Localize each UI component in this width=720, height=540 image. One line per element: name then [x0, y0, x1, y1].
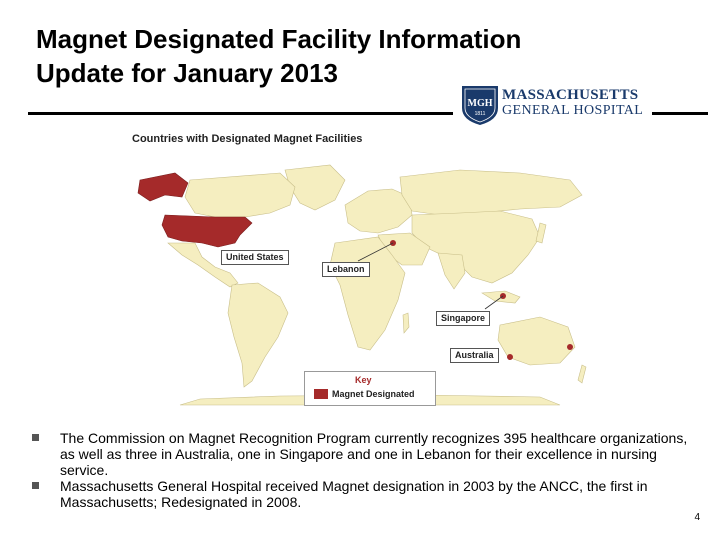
title-rule-left: [28, 112, 453, 115]
canada: [184, 172, 296, 218]
india: [437, 252, 466, 290]
title-rule-right: [652, 112, 708, 115]
madagascar: [402, 312, 410, 334]
bullet-item-1: The Commission on Magnet Recognition Pro…: [32, 430, 692, 478]
australia-marker-east: [567, 344, 573, 350]
south-america: [227, 282, 289, 388]
alaska: [137, 172, 189, 202]
label-singapore: Singapore: [436, 311, 491, 326]
singapore-callout: [484, 295, 504, 310]
logo-line-1: MASSACHUSETTS: [502, 87, 639, 103]
map-title: Countries with Designated Magnet Facilit…: [132, 133, 363, 145]
mexico-central-america: [167, 242, 239, 288]
logo-line-2: GENERAL HOSPITAL: [502, 103, 644, 118]
mgh-logo: MGH 1811 MASSACHUSETTS GENERAL HOSPITAL: [460, 84, 650, 126]
label-united-states: United States: [221, 250, 289, 265]
crest-year: 1811: [475, 111, 486, 117]
mgh-crest-icon: MGH 1811: [462, 86, 498, 125]
asia: [411, 210, 541, 284]
crest-text: MGH: [468, 98, 493, 109]
title-line-2: Update for January 2013: [36, 58, 339, 88]
map-key: [304, 371, 436, 406]
lebanon-callout: [357, 242, 394, 262]
key-title: Key: [355, 375, 372, 385]
land-masses: [167, 164, 587, 406]
australia-marker-west: [507, 354, 513, 360]
europe: [344, 188, 413, 234]
key-label: Magnet Designated: [332, 389, 415, 399]
slide-title: Magnet Designated Facility Information U…: [36, 22, 596, 90]
callout-lines: [357, 242, 504, 310]
russia: [399, 169, 583, 216]
highlighted-countries: [137, 172, 253, 248]
united-states-area: [161, 214, 253, 248]
new-zealand: [577, 364, 587, 384]
australia-land: [497, 316, 576, 366]
bullet-list: The Commission on Magnet Recognition Pro…: [32, 430, 692, 510]
label-australia: Australia: [450, 348, 499, 363]
key-swatch: [314, 389, 328, 399]
page-number: 4: [694, 512, 700, 523]
world-map: [137, 164, 587, 406]
japan: [535, 222, 547, 244]
label-lebanon: Lebanon: [322, 262, 370, 277]
title-line-1: Magnet Designated Facility Information: [36, 24, 522, 54]
bullet-item-2: Massachusetts General Hospital received …: [32, 478, 692, 510]
